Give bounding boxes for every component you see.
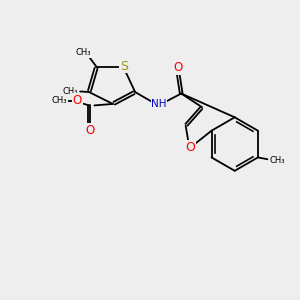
Text: CH₃: CH₃ <box>270 156 285 165</box>
Text: CH₃: CH₃ <box>75 48 91 57</box>
Text: CH₃: CH₃ <box>62 87 78 96</box>
Text: O: O <box>73 94 82 107</box>
Text: S: S <box>120 60 128 73</box>
Text: O: O <box>174 61 183 74</box>
Text: NH: NH <box>151 99 167 109</box>
Text: O: O <box>85 124 94 137</box>
Text: O: O <box>185 140 195 154</box>
Text: CH₃: CH₃ <box>52 97 68 106</box>
